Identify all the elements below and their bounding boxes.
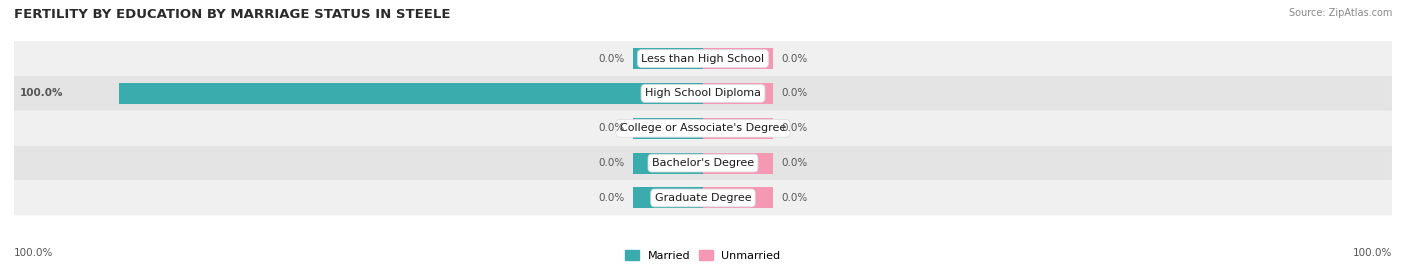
Text: 0.0%: 0.0%: [782, 158, 808, 168]
Text: Less than High School: Less than High School: [641, 54, 765, 63]
Text: College or Associate's Degree: College or Associate's Degree: [620, 123, 786, 133]
Text: 0.0%: 0.0%: [782, 123, 808, 133]
FancyBboxPatch shape: [14, 41, 1392, 76]
Text: 100.0%: 100.0%: [20, 89, 63, 98]
Bar: [703, 118, 773, 139]
Text: Bachelor's Degree: Bachelor's Degree: [652, 158, 754, 168]
Bar: [703, 187, 773, 208]
Text: High School Diploma: High School Diploma: [645, 89, 761, 98]
Bar: [633, 118, 703, 139]
Bar: [633, 48, 703, 69]
Bar: [120, 83, 703, 104]
Text: 100.0%: 100.0%: [1353, 248, 1392, 258]
Bar: [633, 153, 703, 174]
Text: 0.0%: 0.0%: [598, 54, 624, 63]
Text: 0.0%: 0.0%: [782, 89, 808, 98]
Text: 0.0%: 0.0%: [598, 193, 624, 203]
Text: 0.0%: 0.0%: [598, 123, 624, 133]
Bar: [703, 83, 773, 104]
Text: 0.0%: 0.0%: [782, 54, 808, 63]
Text: 0.0%: 0.0%: [598, 158, 624, 168]
Text: Source: ZipAtlas.com: Source: ZipAtlas.com: [1288, 8, 1392, 18]
FancyBboxPatch shape: [14, 180, 1392, 215]
Text: 0.0%: 0.0%: [782, 193, 808, 203]
FancyBboxPatch shape: [14, 76, 1392, 111]
FancyBboxPatch shape: [14, 111, 1392, 146]
Text: 100.0%: 100.0%: [14, 248, 53, 258]
Text: FERTILITY BY EDUCATION BY MARRIAGE STATUS IN STEELE: FERTILITY BY EDUCATION BY MARRIAGE STATU…: [14, 8, 450, 21]
Legend: Married, Unmarried: Married, Unmarried: [626, 250, 780, 261]
FancyBboxPatch shape: [14, 146, 1392, 180]
Text: Graduate Degree: Graduate Degree: [655, 193, 751, 203]
Bar: [703, 48, 773, 69]
Bar: [703, 153, 773, 174]
Bar: [633, 187, 703, 208]
